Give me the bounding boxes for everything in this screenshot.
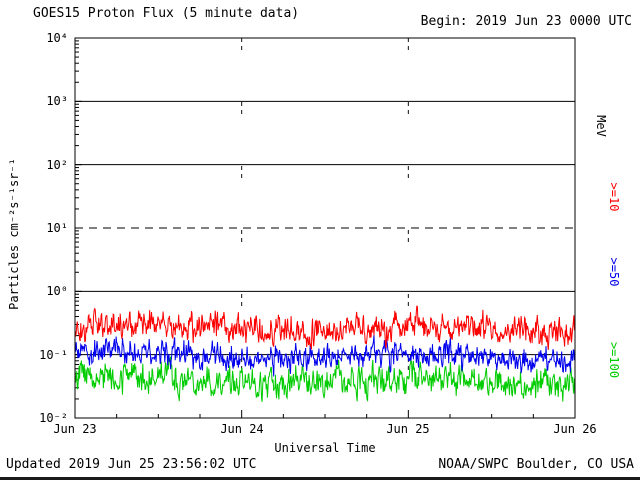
updated-timestamp: Updated 2019 Jun 25 23:56:02 UTC: [6, 457, 257, 472]
y-axis-tick-label: 10³: [46, 94, 68, 108]
y-axis-tick-label: 10⁻²: [39, 411, 68, 425]
y-axis-tick-label: 10¹: [46, 221, 68, 235]
y-axis-tick-label: 10²: [46, 158, 68, 172]
x-axis-tick-label: Jun 25: [386, 422, 430, 436]
series-line-100MeV: [74, 356, 576, 403]
series-label-ge10: >=10: [607, 182, 621, 212]
x-axis-title: Universal Time: [274, 441, 376, 455]
x-axis-tick-label: Jun 26: [553, 422, 597, 436]
plot-frame: [74, 37, 576, 419]
chart-title: GOES15 Proton Flux (5 minute data): [33, 6, 300, 21]
series-line-50MeV: [74, 334, 576, 377]
series-label-ge100: >=100: [607, 341, 621, 379]
right-axis-unit-label: MeV: [594, 115, 608, 137]
x-axis-tick-label: Jun 24: [220, 422, 264, 436]
begin-timestamp: Begin: 2019 Jun 23 0000 UTC: [420, 14, 632, 29]
y-axis-title: Particles cm⁻²s⁻¹sr⁻¹: [7, 158, 21, 310]
x-axis-tick-label: Jun 23: [53, 422, 97, 436]
bottom-edge-bar: [0, 477, 640, 480]
series-label-ge50: >=50: [607, 257, 621, 287]
series-line-10MeV: [74, 305, 576, 350]
y-axis-tick-label: 10⁰: [46, 284, 68, 298]
y-axis-tick-label: 10⁻¹: [39, 348, 68, 362]
data-source-label: NOAA/SWPC Boulder, CO USA: [438, 457, 634, 472]
y-axis-tick-label: 10⁴: [46, 31, 68, 45]
